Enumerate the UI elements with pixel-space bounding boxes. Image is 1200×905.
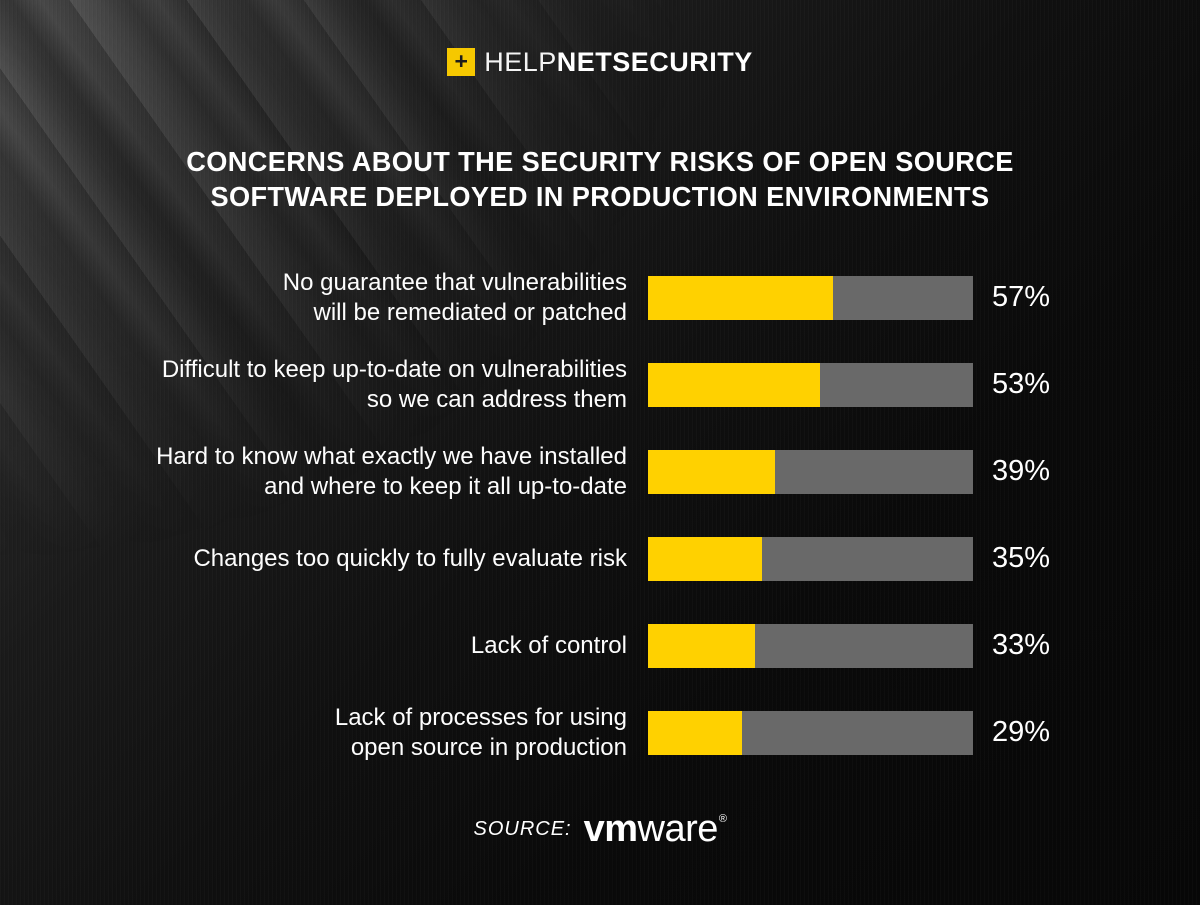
category-label: Hard to know what exactly we have instal… [156,442,627,500]
bar-track [648,536,973,581]
logo-wordmark: HELPNETSECURITY [484,46,753,77]
chart-row: Hard to know what exactly we have instal… [0,428,1200,515]
chart-row: Lack of processes for using open source … [0,689,1200,776]
vmware-logo-ware: ware [637,808,719,850]
registered-trademark-icon: ® [718,813,727,825]
bar-fill [648,449,775,494]
bar-fill [648,275,834,320]
value-label: 39% [992,455,1051,487]
category-label: Lack of processes for using open source … [334,703,627,761]
category-label: No guarantee that vulnerabilities will b… [282,268,627,326]
chart-row: Lack of control 33% [0,602,1200,689]
bar-fill [648,536,762,581]
plus-icon: + [447,47,476,76]
value-label: 53% [992,368,1051,400]
helpnetsecurity-logo: + HELPNETSECURITY [0,48,1200,76]
logo-text-help: HELP [484,46,557,77]
bar-track [648,275,973,320]
chart-row: Changes too quickly to fully evaluate ri… [0,515,1200,602]
chart-row: No guarantee that vulnerabilities will b… [0,254,1200,341]
bar-chart: No guarantee that vulnerabilities will b… [0,254,1200,776]
category-label: Difficult to keep up-to-date on vulnerab… [161,355,627,413]
bar-track [648,710,973,755]
category-label: Changes too quickly to fully evaluate ri… [193,544,627,572]
vmware-logo-vm: vm [583,808,638,850]
bar-fill [648,710,743,755]
value-label: 33% [992,629,1051,661]
plus-glyph: + [454,47,468,74]
category-label: Lack of control [470,631,627,659]
bar-fill [648,623,756,668]
bar-track [648,449,973,494]
logo-text-netsecurity: NETSECURITY [556,46,753,77]
bar-fill [648,362,821,407]
value-label: 57% [992,281,1051,313]
vmware-logo: vm ware ® [584,810,727,848]
chart-row: Difficult to keep up-to-date on vulnerab… [0,341,1200,428]
value-label: 29% [992,716,1051,748]
source-attribution: SOURCE: vm ware ® [0,810,1200,848]
chart-title: CONCERNS ABOUT THE SECURITY RISKS OF OPE… [186,146,1014,212]
value-label: 35% [992,542,1051,574]
bar-track [648,362,973,407]
source-label: SOURCE: [473,817,572,840]
bar-track [648,623,973,668]
